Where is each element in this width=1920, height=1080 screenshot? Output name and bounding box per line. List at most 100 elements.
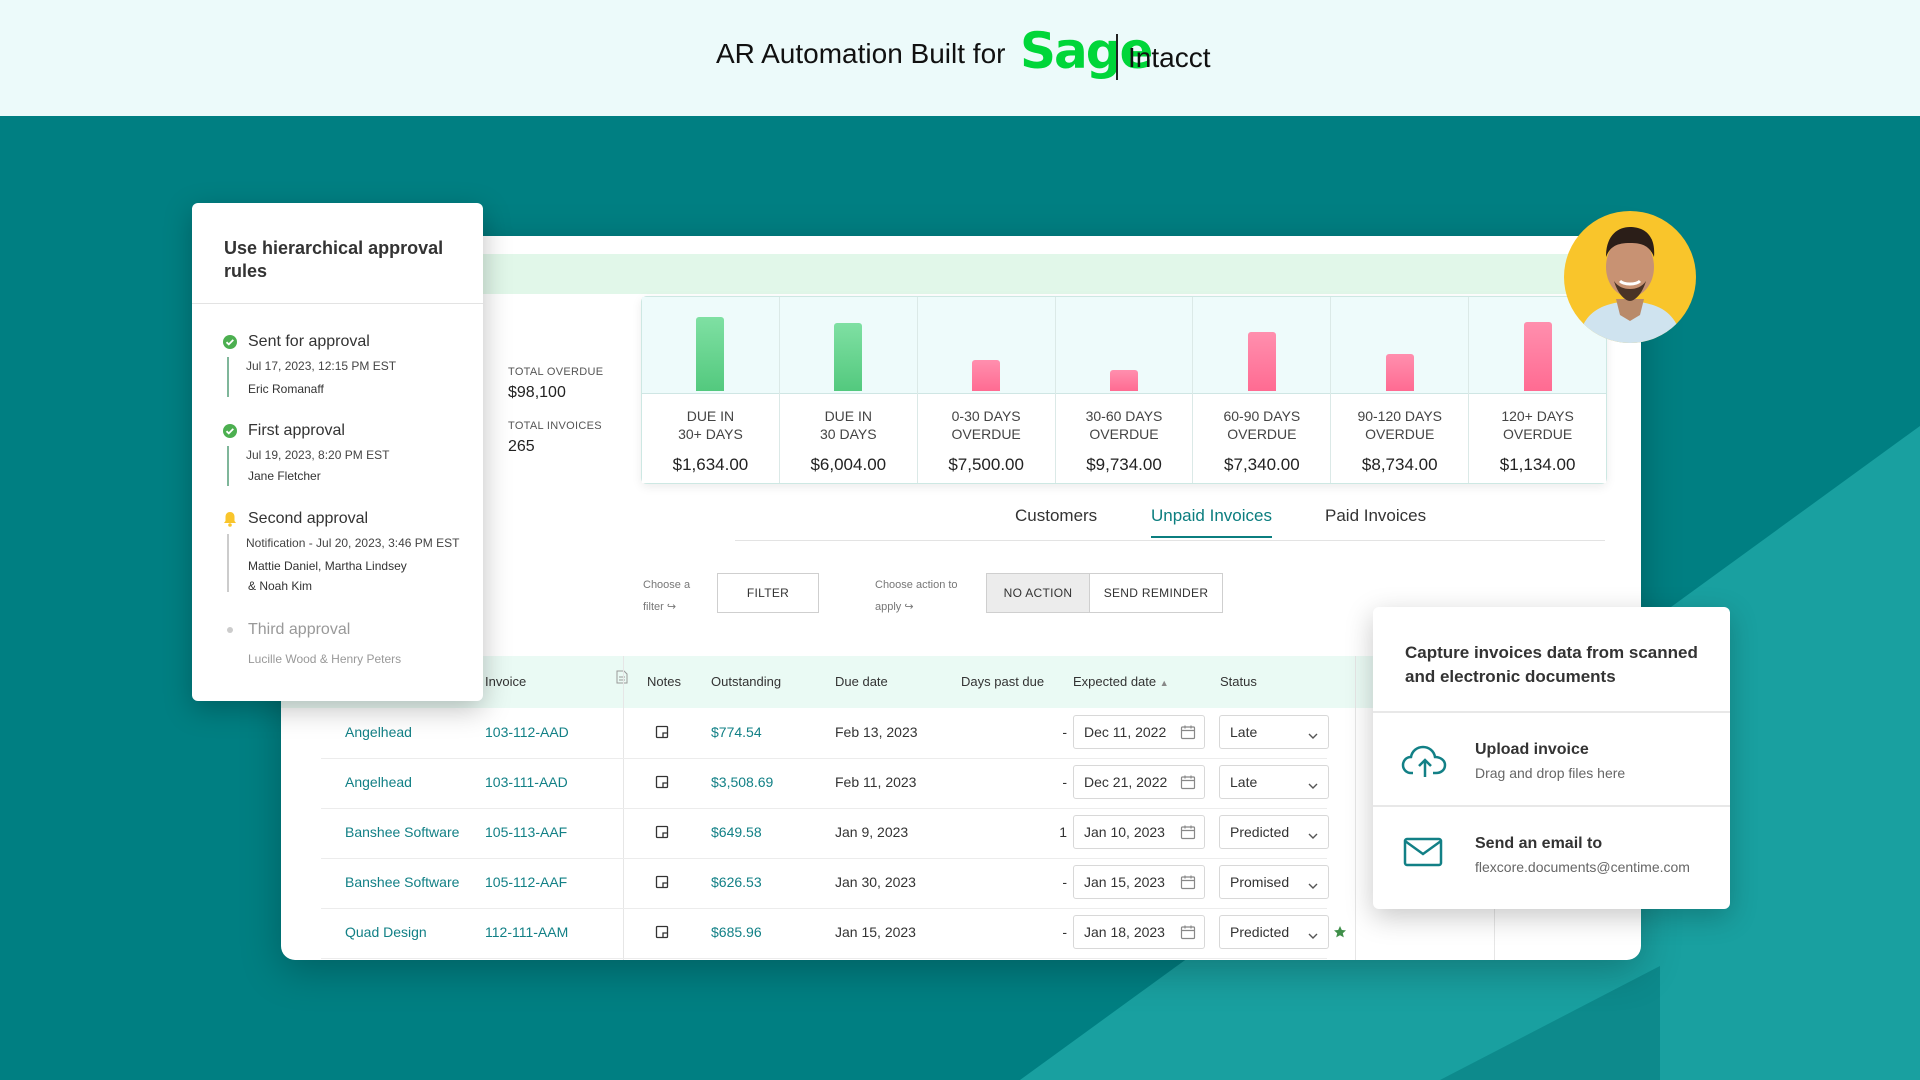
curved-arrow-icon: ↪: [666, 601, 677, 613]
aging-bucket[interactable]: 90-120 DAYS OVERDUE $8,734.00: [1331, 297, 1470, 483]
status-dropdown[interactable]: Predicted: [1219, 915, 1329, 949]
customer-link[interactable]: Angelhead: [345, 724, 412, 740]
invoice-link[interactable]: 103-112-AAD: [485, 724, 569, 740]
step-connector: [227, 357, 229, 397]
col-outstanding[interactable]: Outstanding: [711, 674, 782, 689]
status-dropdown[interactable]: Promised: [1219, 865, 1329, 899]
invoice-link[interactable]: 103-111-AAD: [485, 774, 568, 790]
bucket-value: $7,340.00: [1224, 455, 1300, 474]
invoice-link[interactable]: 105-113-AAF: [485, 824, 568, 840]
approval-card-header: Use hierarchical approval rules: [192, 203, 483, 304]
aging-bucket[interactable]: 30-60 DAYS OVERDUE $9,734.00: [1055, 297, 1194, 483]
tab-customers[interactable]: Customers: [1015, 506, 1098, 525]
col-status[interactable]: Status: [1220, 674, 1257, 689]
table-row[interactable]: Banshee Software 105-113-AAF $649.58 Jan 9,…: [321, 808, 1329, 859]
total-invoices-label: TOTAL INVOICES: [508, 420, 602, 432]
aging-bucket[interactable]: DUE IN 30 DAYS $6,004.00: [779, 297, 918, 483]
note-icon[interactable]: [655, 725, 669, 742]
send-email-address: flexcore.documents@centime.com: [1475, 859, 1690, 875]
bucket-bar: [972, 360, 1001, 391]
send-reminder-button[interactable]: SEND REMINDER: [1089, 573, 1223, 613]
status-dropdown[interactable]: Late: [1219, 765, 1329, 799]
curved-arrow-icon: ↪: [904, 601, 914, 613]
star-icon[interactable]: [1333, 925, 1347, 942]
upload-invoice-subtitle: Drag and drop files here: [1475, 765, 1626, 781]
aging-bucket[interactable]: 60-90 DAYS OVERDUE $7,340.00: [1193, 297, 1332, 483]
bucket-baseline: [779, 393, 917, 394]
expected-date-input[interactable]: Dec 21, 2022: [1073, 765, 1205, 799]
bucket-bar: [1247, 332, 1276, 391]
step-people: Lucille Wood & Henry Peters: [248, 652, 402, 666]
avatar: [1564, 211, 1696, 343]
dot-icon: [227, 627, 233, 633]
note-icon[interactable]: [655, 775, 669, 792]
table-row[interactable]: Angelhead 103-112-AAD $774.54 Feb 13, 2023 -…: [321, 708, 1329, 759]
chevron-down-icon: [1308, 727, 1318, 743]
table-row[interactable]: Angelhead 103-111-AAD $3,508.69 Feb 11, 202…: [321, 758, 1329, 809]
days-past-due: 1: [1059, 824, 1067, 840]
divider: [1373, 805, 1730, 807]
col-days-past-due[interactable]: Days past due: [961, 674, 1045, 689]
bucket-value: $1,134.00: [1499, 455, 1576, 474]
col-invoice[interactable]: Invoice: [485, 674, 527, 689]
expected-date-input[interactable]: Dec 11, 2022: [1073, 715, 1205, 749]
expected-date-value: Dec 21, 2022: [1084, 774, 1168, 790]
tab-paid-invoices[interactable]: Paid Invoices: [1325, 506, 1427, 525]
envelope-icon: [1403, 837, 1443, 867]
step-date: Notification - Jul 20, 2023, 3:46 PM EST: [246, 536, 460, 550]
table-row[interactable]: Banshee Software 105-112-AAF $626.53 Jan 30…: [321, 858, 1329, 909]
status-dropdown[interactable]: Late: [1219, 715, 1329, 749]
filter-button[interactable]: FILTER: [717, 573, 819, 613]
bucket-bar: [696, 317, 725, 391]
capture-title: Capture invoices data from scanned and e…: [1405, 643, 1698, 686]
filter-hint: Choose a filter ↪: [643, 574, 690, 618]
status-dropdown[interactable]: Predicted: [1219, 815, 1329, 849]
check-circle-icon: [223, 424, 237, 438]
no-action-button[interactable]: NO ACTION: [986, 573, 1090, 613]
col-due-date[interactable]: Due date: [835, 674, 888, 689]
note-icon[interactable]: [655, 875, 669, 892]
bucket-bar: [1110, 370, 1138, 391]
bucket-baseline: [917, 393, 1055, 394]
expected-date-input[interactable]: Jan 18, 2023: [1073, 915, 1205, 949]
col-expected-date-label: Expected date: [1073, 674, 1157, 689]
expected-date-input[interactable]: Jan 15, 2023: [1073, 865, 1205, 899]
send-email-title: Send an email to: [1475, 835, 1603, 852]
invoice-link[interactable]: 105-112-AAF: [485, 874, 568, 890]
aging-bucket[interactable]: 120+ DAYS OVERDUE $1,134.00: [1469, 297, 1607, 483]
hero-title: AR Automation Built for: [716, 38, 1006, 69]
bucket-baseline: [1193, 393, 1331, 394]
step-title: First approval: [248, 422, 345, 439]
bucket-bar: [1523, 322, 1552, 391]
total-overdue-label: TOTAL OVERDUE: [508, 366, 604, 378]
step-title: Second approval: [248, 510, 369, 527]
note-icon[interactable]: [655, 925, 669, 942]
calendar-icon: [1180, 724, 1196, 743]
step-people: Mattie Daniel, Martha Lindsey: [248, 559, 407, 573]
sort-arrow-icon: ▲: [1159, 678, 1169, 688]
invoice-link[interactable]: 112-111-AAM: [485, 924, 569, 940]
bucket-baseline: [1331, 393, 1469, 394]
aging-bucket[interactable]: DUE IN 30+ DAYS $1,634.00: [642, 297, 780, 483]
bucket-baseline: [642, 393, 779, 394]
aging-bucket[interactable]: 0-30 DAYS OVERDUE $7,500.00: [917, 297, 1056, 483]
days-past-due: -: [1062, 874, 1067, 890]
summary-panel: TOTAL OVERDUE $98,100 TOTAL INVOICES 265: [508, 366, 603, 456]
col-expected-date[interactable]: Expected date ▲: [1073, 674, 1169, 689]
col-notes[interactable]: Notes: [647, 674, 681, 689]
due-date: Feb 13, 2023: [835, 724, 918, 740]
customer-link[interactable]: Angelhead: [345, 774, 412, 790]
expected-date-input[interactable]: Jan 10, 2023: [1073, 815, 1205, 849]
tab-unpaid-invoices[interactable]: Unpaid Invoices: [1151, 506, 1272, 538]
customer-link[interactable]: Banshee Software: [345, 824, 460, 840]
total-invoices-value: 265: [508, 438, 535, 455]
customer-link[interactable]: Quad Design: [345, 924, 427, 940]
note-icon[interactable]: [655, 825, 669, 842]
bucket-label: DUE IN 30 DAYS: [820, 408, 877, 442]
logo-divider: [1116, 34, 1118, 80]
bell-icon: [224, 512, 236, 527]
bucket-label: 90-120 DAYS OVERDUE: [1357, 408, 1443, 442]
customer-link[interactable]: Banshee Software: [345, 874, 460, 890]
calendar-icon: [1180, 874, 1196, 893]
table-row[interactable]: Quad Design 112-111-AAM $685.96 Jan 15, 202…: [321, 908, 1346, 959]
